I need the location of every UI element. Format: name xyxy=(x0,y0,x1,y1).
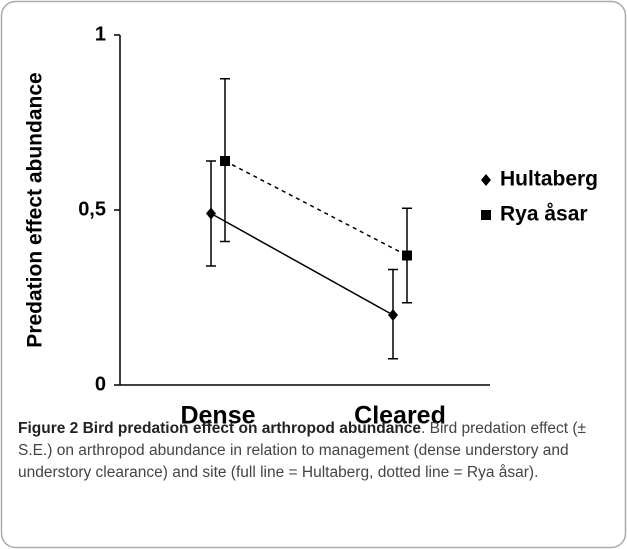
legend-label: Hultaberg xyxy=(500,168,598,191)
caption-title: Figure 2 Bird predation effect on arthro… xyxy=(18,420,422,437)
series-line xyxy=(210,212,394,316)
x-tick-label: Dense xyxy=(180,402,255,430)
legend-marker xyxy=(481,210,491,220)
y-tick-label: 0 xyxy=(95,373,106,395)
y-tick-label: 0,5 xyxy=(78,198,106,220)
caption: Figure 2 Bird predation effect on arthro… xyxy=(18,418,614,484)
x-tick-label: Cleared xyxy=(354,402,446,430)
marker xyxy=(388,309,398,321)
marker xyxy=(402,250,412,261)
marker xyxy=(206,207,216,220)
y-tick-label: 1 xyxy=(95,23,106,45)
y-axis-label: Predation effect abundance xyxy=(24,72,47,347)
caption-text: . Bird predation effect (± S.E.) on arth… xyxy=(18,420,587,481)
series-line xyxy=(224,160,408,257)
marker xyxy=(220,156,230,166)
legend-label: Rya åsar xyxy=(500,203,588,226)
legend-marker xyxy=(481,174,491,186)
